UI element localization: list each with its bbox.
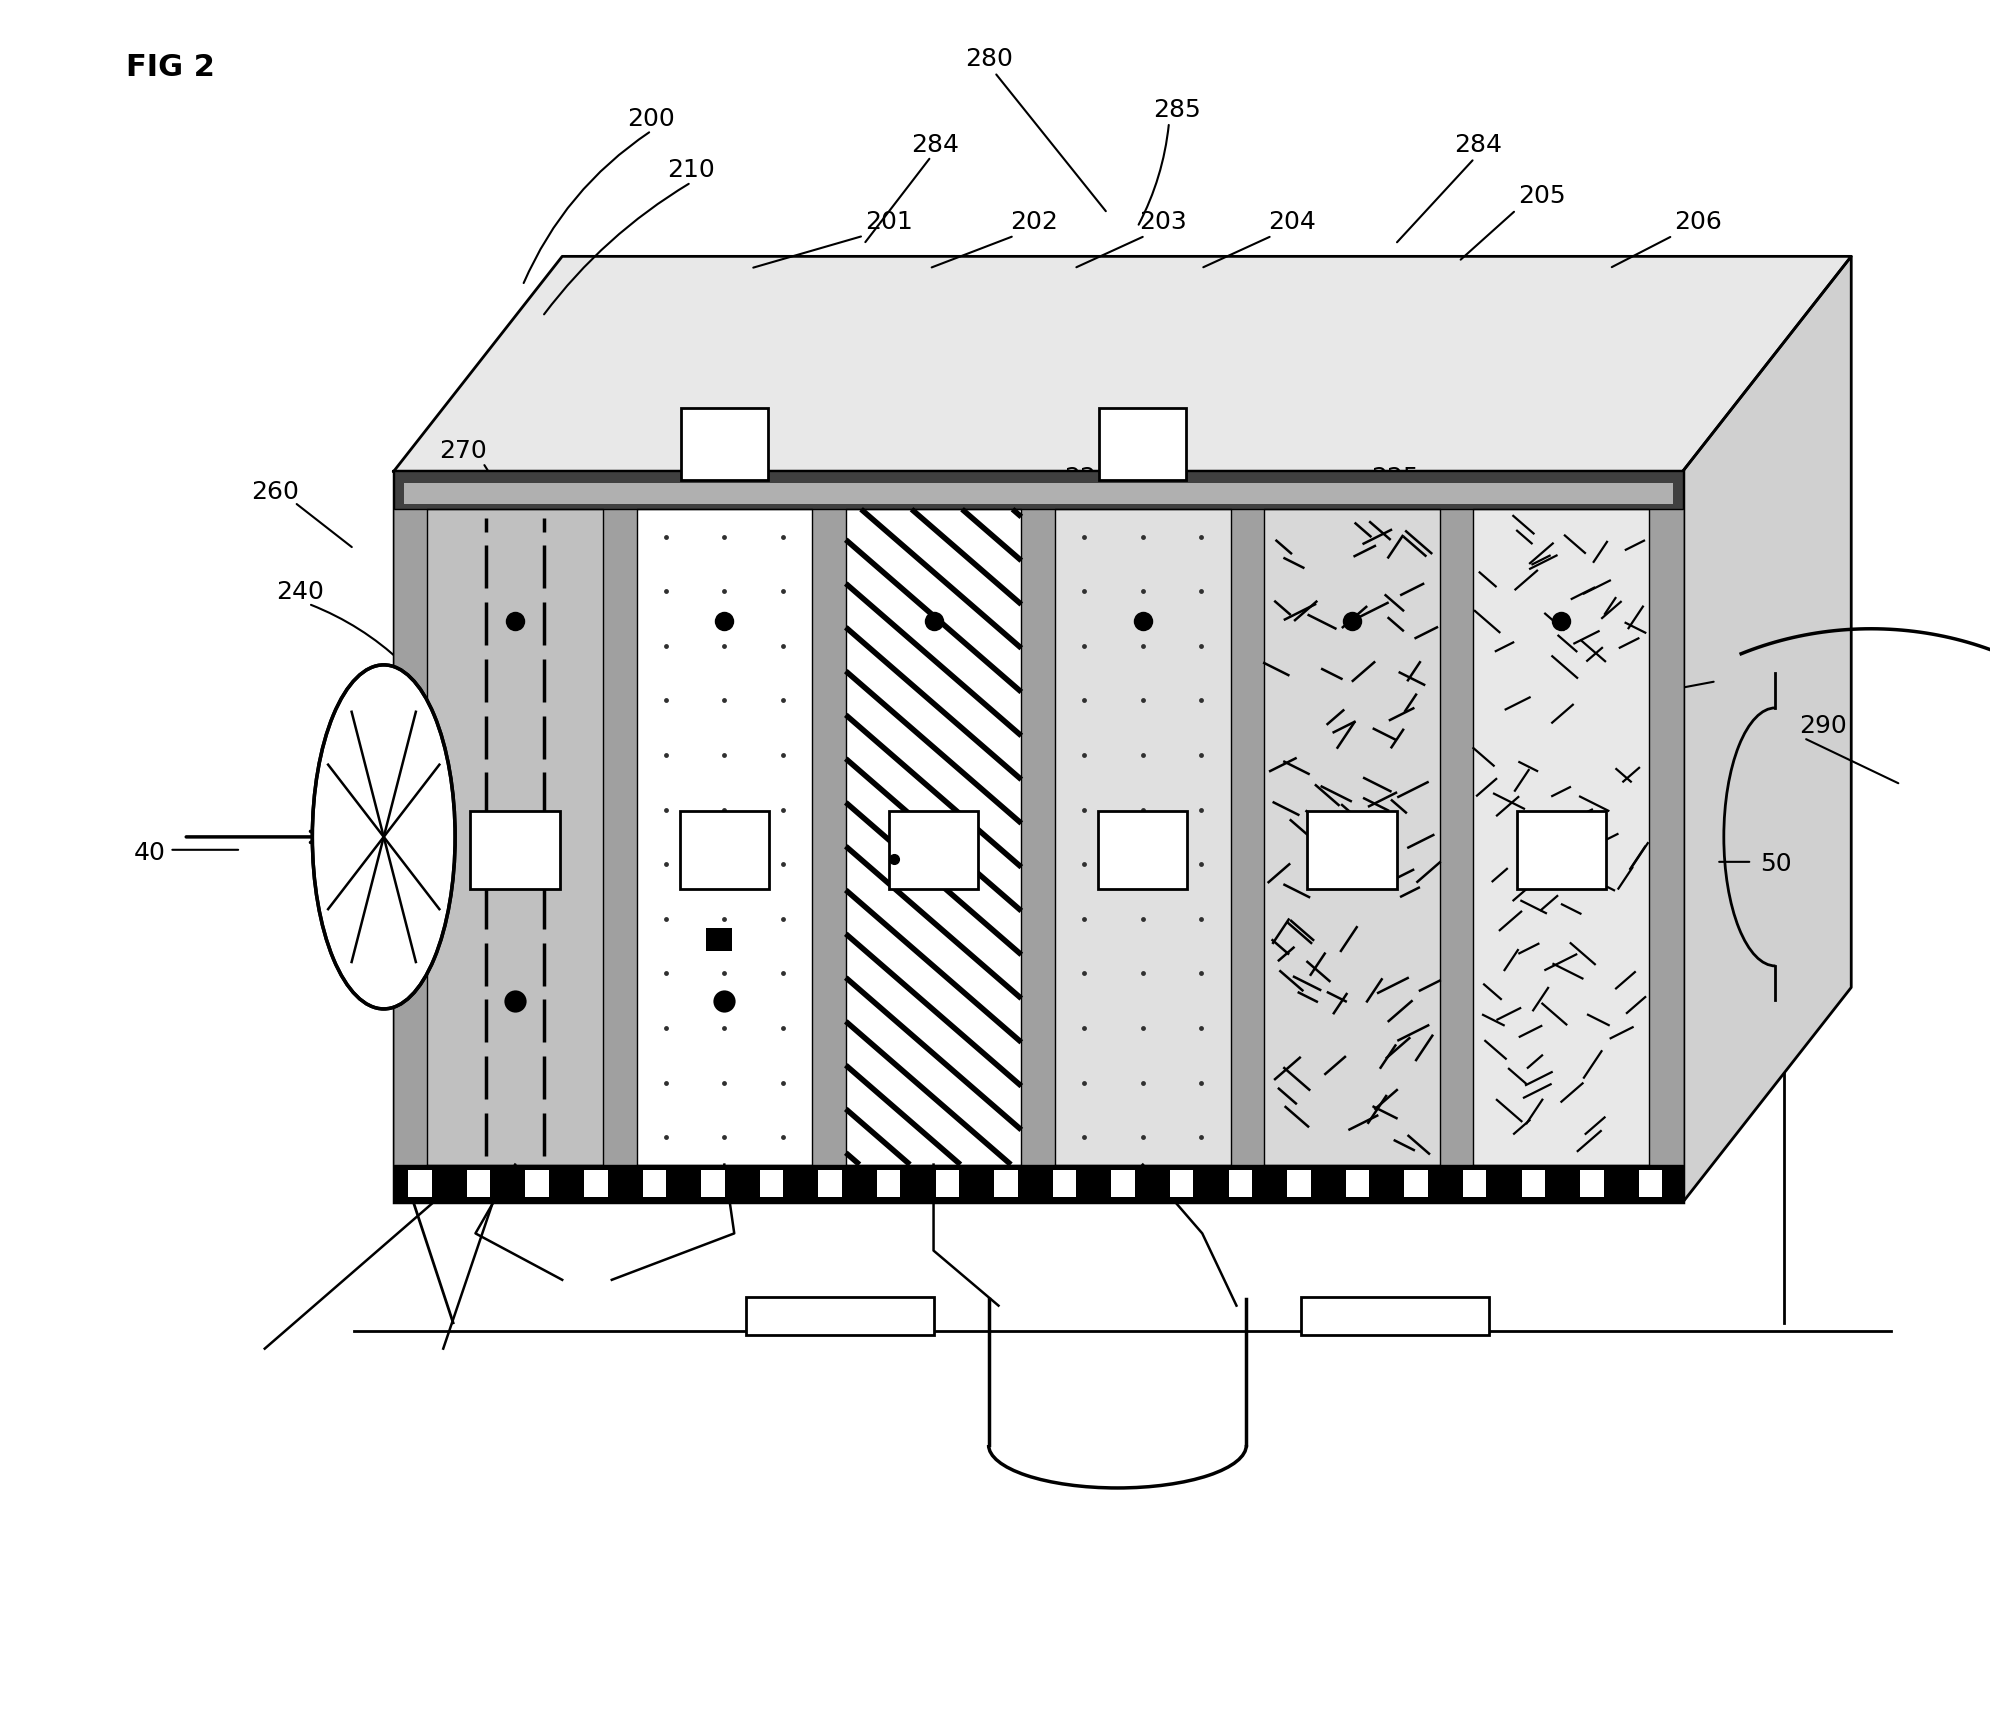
Text: 280: 280 [965,47,1012,71]
Ellipse shape [312,664,455,1009]
Bar [1228,1170,1252,1196]
Bar [1052,1170,1076,1196]
Bar [819,1170,843,1196]
Bar [393,1165,1683,1202]
Bar [1020,510,1054,1165]
Bar [427,510,603,1165]
Bar [1404,1170,1428,1196]
Polygon shape [1683,257,1851,1202]
Bar [877,1170,901,1196]
Text: 270: 270 [439,439,487,463]
Bar [707,928,733,950]
Bar [681,407,769,480]
Text: 240: 240 [276,579,324,603]
Bar [1346,1170,1370,1196]
Text: 202: 202 [1010,210,1058,234]
Bar [1098,812,1188,890]
Bar [813,510,847,1165]
Bar [643,1170,667,1196]
Bar [889,812,979,890]
Text: 295: 295 [693,466,741,491]
Bar [1308,812,1396,890]
Bar [1170,1170,1194,1196]
Bar [1640,1170,1662,1196]
Bar [1112,1170,1134,1196]
Text: 50: 50 [1759,851,1791,876]
Bar [407,1170,431,1196]
Bar [1522,1170,1546,1196]
Bar [701,1170,725,1196]
Bar [467,1170,491,1196]
Bar [679,812,769,890]
Bar [471,812,559,890]
Bar [1288,1170,1310,1196]
Bar [603,510,637,1165]
Bar [847,510,1020,1165]
Bar [745,1297,935,1335]
Text: 204: 204 [1268,210,1316,234]
Text: 285: 285 [1152,99,1200,121]
Bar [1098,407,1186,480]
Bar [637,510,813,1165]
Polygon shape [393,257,1851,472]
Text: 225: 225 [1372,466,1420,491]
Text: 220: 220 [1064,466,1112,491]
Text: FIG 2: FIG 2 [126,52,216,81]
Text: 201: 201 [865,210,913,234]
Bar [1650,510,1683,1165]
Bar [1300,1297,1490,1335]
Bar [1264,510,1440,1165]
Bar [1474,510,1650,1165]
Bar [403,484,1673,505]
Bar [1230,510,1264,1165]
Text: 250: 250 [1594,687,1642,711]
Bar [1464,1170,1486,1196]
Bar [525,1170,549,1196]
Text: 260: 260 [252,480,300,505]
Bar [393,472,1683,1202]
Text: 205: 205 [1518,184,1566,208]
Bar [1440,510,1474,1165]
Bar [393,472,1683,510]
Bar [393,510,427,1165]
Bar [995,1170,1018,1196]
Bar [759,1170,783,1196]
Text: 284: 284 [1454,132,1502,156]
Bar [1580,1170,1604,1196]
Text: 200: 200 [627,108,675,130]
Text: 290: 290 [1799,714,1847,739]
Bar [1054,510,1230,1165]
Text: 206: 206 [1675,210,1723,234]
Bar [583,1170,607,1196]
Bar [937,1170,959,1196]
Text: 203: 203 [1138,210,1186,234]
Text: 40: 40 [134,841,166,865]
Bar [1516,812,1606,890]
Text: 210: 210 [667,158,715,182]
Text: 284: 284 [911,132,959,156]
